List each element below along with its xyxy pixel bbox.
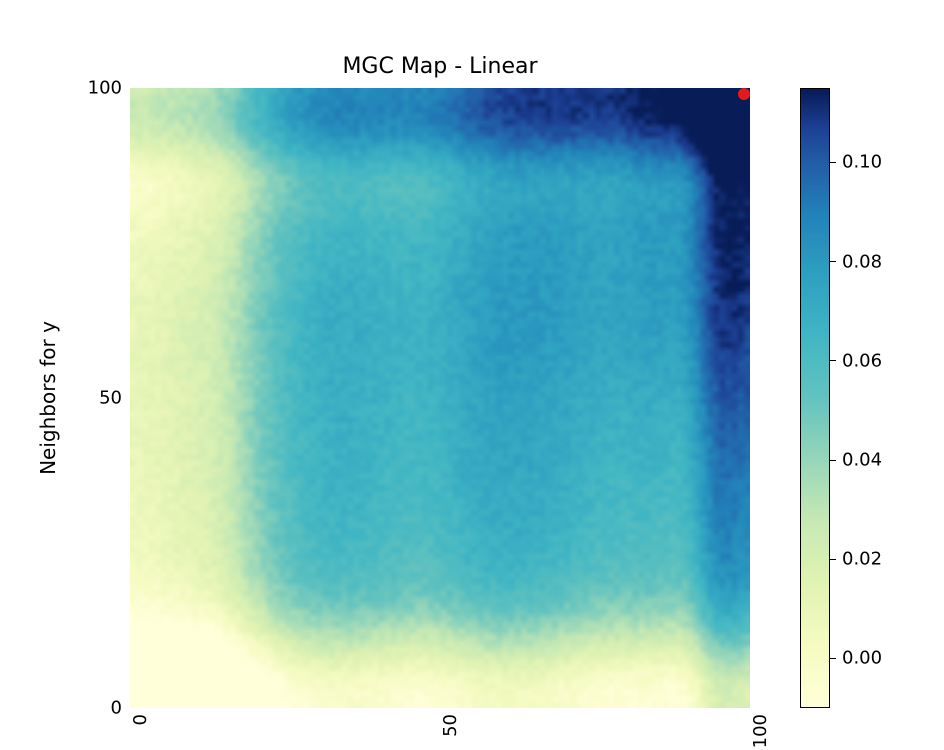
colorbar-tick-mark [830, 460, 836, 461]
colorbar-tick-label: 0.10 [842, 152, 882, 173]
colorbar-tick-mark [830, 162, 836, 163]
x-tick-label: 0 [130, 714, 151, 725]
heatmap-plot-area [130, 88, 750, 708]
y-tick-label: 0 [111, 698, 122, 719]
y-tick-label: 100 [88, 78, 122, 99]
colorbar-tick-mark [830, 658, 836, 659]
colorbar-gradient [801, 89, 829, 707]
heatmap [130, 88, 750, 708]
colorbar-tick-mark [830, 559, 836, 560]
colorbar-tick-mark [830, 261, 836, 262]
colorbar [800, 88, 830, 708]
scatter-point [738, 88, 750, 100]
x-tick-label: 100 [750, 714, 771, 748]
colorbar-tick-label: 0.04 [842, 450, 882, 471]
colorbar-tick-label: 0.08 [842, 251, 882, 272]
chart-canvas: MGC Map - Linear Neighbors for x Neighbo… [0, 0, 944, 750]
colorbar-tick-label: 0.06 [842, 350, 882, 371]
plot-title: MGC Map - Linear [342, 54, 537, 79]
y-axis-label: Neighbors for y [36, 321, 60, 475]
colorbar-tick-label: 0.02 [842, 549, 882, 570]
y-tick-label: 50 [99, 388, 122, 409]
x-tick-label: 50 [440, 714, 461, 737]
colorbar-tick-mark [830, 360, 836, 361]
colorbar-tick-label: 0.00 [842, 648, 882, 669]
